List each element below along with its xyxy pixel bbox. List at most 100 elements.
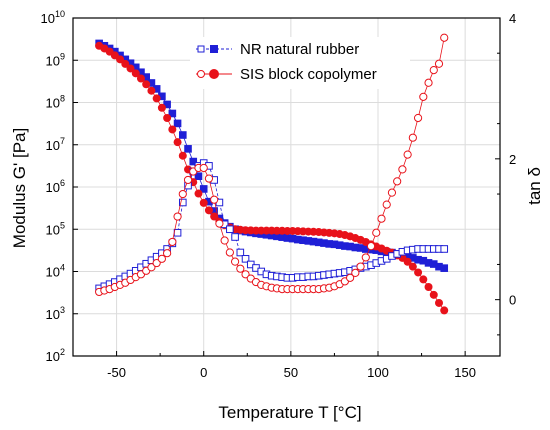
legend-label-sis: SIS block copolymer [240, 66, 377, 83]
nr-modulus-point [126, 59, 135, 68]
nr-modulus-point [283, 234, 292, 242]
sis-tan-delta-point [387, 188, 397, 197]
nr-tan-delta-point [440, 245, 449, 253]
sis-modulus-point [136, 74, 145, 83]
nr-modulus-point [179, 131, 187, 139]
sis-modulus-point [152, 94, 161, 103]
left-tick-label: 109 [46, 51, 65, 68]
nr-modulus-point [325, 240, 333, 248]
nr-modulus-point [299, 236, 307, 245]
left-tick-label: 102 [46, 347, 65, 364]
nr-modulus-point [309, 237, 318, 246]
left-axis-title: Modulus G' [Pa] [10, 128, 29, 248]
nr-modulus-point [189, 157, 198, 166]
left-tick-label: 104 [46, 263, 65, 280]
sis-modulus-point [403, 257, 412, 266]
right-axis-title: tan δ [525, 167, 544, 205]
sis-modulus-point [429, 290, 438, 299]
sis-tan-delta-point [403, 150, 412, 159]
sis-tan-delta-point [356, 262, 365, 271]
sis-tan-delta-point [173, 212, 182, 221]
nr-modulus-point [194, 172, 203, 181]
sis-tan-delta-point [351, 268, 360, 278]
sis-tan-delta-point [429, 66, 438, 75]
nr-modulus-point [314, 238, 323, 247]
sis-tan-delta-point [225, 248, 234, 257]
sis-modulus-point [440, 306, 449, 315]
nr-modulus-point [205, 197, 213, 206]
nr-modulus-point [158, 92, 166, 101]
sis-tan-delta-point [372, 228, 381, 237]
x-tick-label: -50 [107, 365, 126, 380]
sis-tan-delta-point [210, 195, 219, 204]
sis-modulus-point [126, 64, 135, 73]
sis-tan-delta-point [204, 174, 214, 183]
legend-marker-nr-open [197, 45, 205, 53]
axes: -50 0 50 100 150 102 103 104 105 106 107 108 109 1010… [41, 9, 517, 380]
legend: NR natural rubber SIS block copolymer [190, 37, 410, 89]
nr-modulus-point [419, 256, 428, 265]
sis-modulus-point [157, 103, 166, 112]
nr-modulus-point [304, 237, 313, 245]
left-tick-label: 105 [46, 220, 65, 237]
data-series [95, 33, 449, 315]
nr-modulus-point [137, 68, 145, 77]
sis-tan-delta-point [236, 264, 245, 273]
legend-marker-sis-open [197, 70, 205, 78]
left-tick-label: 103 [46, 305, 65, 322]
nr-modulus-point [330, 240, 339, 249]
nr-modulus-point [168, 109, 177, 118]
left-tick-label: 1010 [41, 9, 65, 26]
sis-tan-delta-point [241, 270, 250, 279]
right-tick-label: 2 [509, 152, 516, 167]
right-tick-label: 0 [509, 293, 516, 308]
nr-tan-delta-point [241, 255, 250, 263]
nr-modulus-point [341, 242, 349, 250]
nr-modulus-point [278, 233, 286, 241]
sis-modulus-point [142, 80, 151, 89]
legend-label-nr: NR natural rubber [240, 41, 359, 58]
nr-modulus-point [414, 255, 422, 264]
nr-modulus-point [121, 55, 130, 64]
sis-modulus-point [408, 262, 417, 271]
sis-tan-delta-point [377, 214, 386, 223]
nr-modulus-point [294, 235, 302, 244]
nr-modulus-point [210, 207, 218, 215]
sis-tan-delta-point [215, 219, 224, 228]
nr-modulus-point [356, 244, 365, 252]
sis-modulus-point [199, 198, 208, 207]
sis-tan-delta-point [398, 165, 407, 174]
nr-modulus-point [262, 230, 271, 239]
sis-tan-delta-point [168, 237, 177, 247]
sis-modulus-point [204, 206, 213, 215]
nr-modulus-point [267, 231, 276, 240]
sis-modulus-point [163, 113, 172, 122]
nr-modulus-point [440, 264, 449, 272]
sis-tan-delta-point [346, 273, 355, 282]
nr-modulus-point [152, 85, 161, 93]
sis-tan-delta-point [178, 189, 187, 199]
nr-modulus-point [320, 239, 328, 247]
nr-modulus-point [435, 262, 443, 271]
x-tick-label: 100 [367, 365, 389, 380]
sis-tan-delta-point [220, 236, 229, 245]
nr-modulus-point [131, 63, 140, 72]
sis-tan-delta-point [163, 249, 172, 258]
x-tick-label: 50 [284, 365, 298, 380]
sis-tan-delta-point [152, 258, 161, 268]
nr-modulus-point [184, 145, 192, 153]
sis-tan-delta-point [424, 78, 433, 87]
x-axis-title: Temperature T [°C] [218, 403, 361, 422]
sis-modulus-point [178, 151, 187, 160]
nr-modulus-point [351, 243, 360, 252]
nr-tan-delta-point [226, 225, 234, 234]
sis-modulus-point [424, 282, 433, 291]
sis-modulus-point [414, 268, 423, 277]
nr-modulus-point [429, 260, 438, 268]
nr-tan-delta-point [231, 233, 239, 241]
sis-tan-delta-point [434, 59, 444, 68]
sis-tan-delta-point [393, 177, 402, 186]
nr-modulus-point [142, 73, 150, 81]
nr-modulus-point [199, 185, 208, 193]
